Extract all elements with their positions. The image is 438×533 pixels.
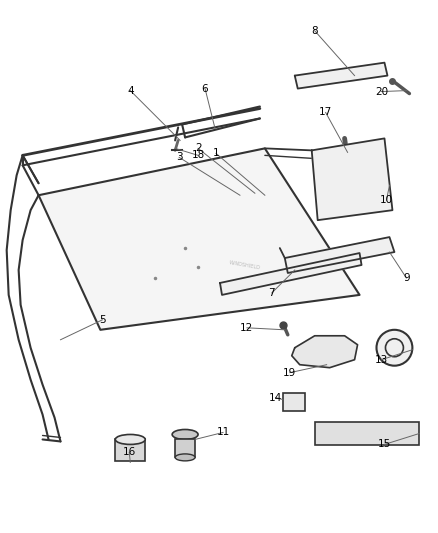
Text: 16: 16 bbox=[123, 447, 136, 457]
Text: 14: 14 bbox=[269, 393, 283, 402]
Polygon shape bbox=[285, 237, 395, 273]
Text: 10: 10 bbox=[380, 195, 393, 205]
Bar bbox=[115, 439, 145, 462]
Polygon shape bbox=[295, 63, 388, 88]
Text: 3: 3 bbox=[176, 152, 183, 163]
Text: 15: 15 bbox=[378, 439, 391, 449]
Text: 5: 5 bbox=[99, 315, 106, 325]
Ellipse shape bbox=[172, 430, 198, 439]
Polygon shape bbox=[39, 148, 360, 330]
Bar bbox=[283, 393, 305, 410]
Bar bbox=[314, 422, 419, 446]
Text: WINDSHIELD: WINDSHIELD bbox=[229, 261, 261, 271]
Text: 19: 19 bbox=[283, 368, 297, 378]
Text: 7: 7 bbox=[268, 288, 275, 298]
Ellipse shape bbox=[175, 454, 195, 461]
Bar bbox=[175, 439, 195, 457]
Text: 12: 12 bbox=[240, 323, 254, 333]
Text: 9: 9 bbox=[403, 273, 410, 283]
Text: 17: 17 bbox=[319, 108, 332, 117]
Polygon shape bbox=[312, 139, 392, 220]
Text: 11: 11 bbox=[216, 427, 230, 438]
Text: 4: 4 bbox=[127, 86, 134, 95]
Text: 6: 6 bbox=[202, 84, 208, 94]
Text: 2: 2 bbox=[195, 143, 201, 154]
Polygon shape bbox=[292, 336, 357, 368]
Text: 8: 8 bbox=[311, 26, 318, 36]
Polygon shape bbox=[220, 253, 361, 295]
Text: 1: 1 bbox=[213, 148, 219, 158]
Text: 18: 18 bbox=[191, 150, 205, 160]
Text: 20: 20 bbox=[375, 86, 388, 96]
Ellipse shape bbox=[115, 434, 145, 445]
Circle shape bbox=[377, 330, 413, 366]
Text: 13: 13 bbox=[375, 354, 388, 365]
